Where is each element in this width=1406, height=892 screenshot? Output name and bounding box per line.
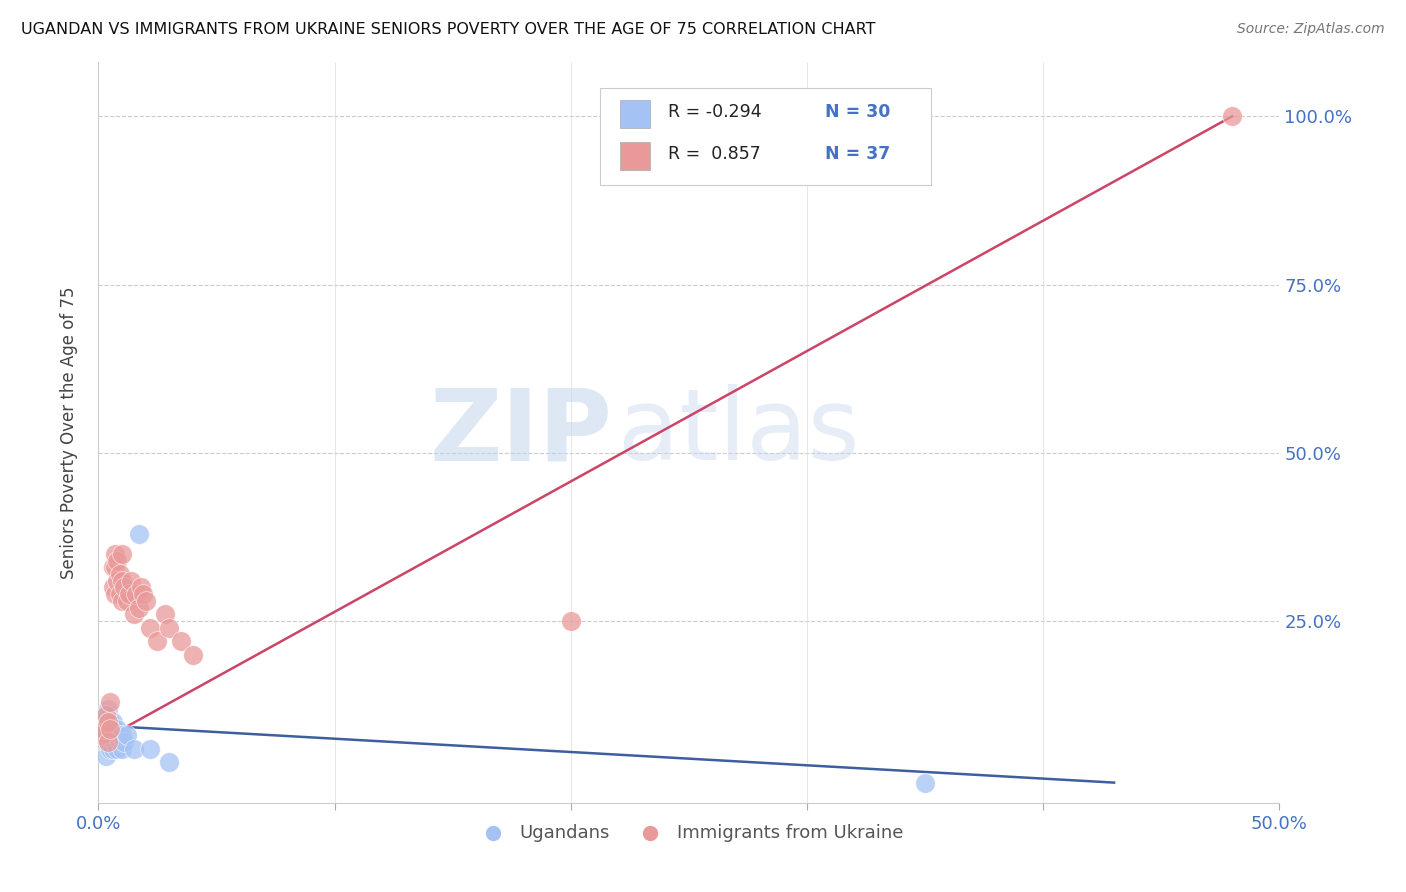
Point xyxy=(104,722,127,736)
FancyBboxPatch shape xyxy=(600,88,931,185)
Point xyxy=(153,607,176,622)
Point xyxy=(97,714,120,729)
Point xyxy=(111,729,134,743)
Point xyxy=(91,722,114,736)
Point xyxy=(101,581,124,595)
Point xyxy=(98,695,121,709)
Point xyxy=(104,735,127,749)
Point xyxy=(125,587,148,601)
Point xyxy=(91,708,114,723)
Point xyxy=(98,742,121,756)
Point xyxy=(104,547,127,561)
Point xyxy=(101,714,124,729)
Point xyxy=(1220,109,1243,123)
Point xyxy=(181,648,204,662)
Point xyxy=(94,735,117,749)
Text: N = 37: N = 37 xyxy=(825,145,890,162)
Point xyxy=(104,587,127,601)
Point xyxy=(146,634,169,648)
Point xyxy=(135,594,157,608)
Point xyxy=(105,722,128,736)
Y-axis label: Seniors Poverty Over the Age of 75: Seniors Poverty Over the Age of 75 xyxy=(59,286,77,579)
Point xyxy=(94,748,117,763)
Point xyxy=(98,722,121,736)
Point xyxy=(90,714,112,729)
Text: UGANDAN VS IMMIGRANTS FROM UKRAINE SENIORS POVERTY OVER THE AGE OF 75 CORRELATIO: UGANDAN VS IMMIGRANTS FROM UKRAINE SENIO… xyxy=(21,22,876,37)
Text: R =  0.857: R = 0.857 xyxy=(668,145,761,162)
Point xyxy=(101,729,124,743)
Point xyxy=(111,594,134,608)
Point xyxy=(111,742,134,756)
Point xyxy=(111,574,134,588)
Point xyxy=(129,581,152,595)
Point xyxy=(139,742,162,756)
Point xyxy=(170,634,193,648)
Point xyxy=(108,587,131,601)
Point xyxy=(97,735,120,749)
Point xyxy=(98,714,121,729)
Point xyxy=(121,574,143,588)
Point xyxy=(98,729,121,743)
Point xyxy=(97,701,120,715)
Point xyxy=(560,614,582,628)
Point xyxy=(94,708,117,723)
Point xyxy=(91,722,114,736)
Point xyxy=(101,560,124,574)
Point xyxy=(157,756,180,770)
Point xyxy=(132,587,155,601)
Point xyxy=(105,553,128,567)
Text: ZIP: ZIP xyxy=(429,384,612,481)
Point xyxy=(104,560,127,574)
Point xyxy=(105,574,128,588)
Point xyxy=(115,729,138,743)
Point xyxy=(97,735,120,749)
Point xyxy=(108,729,131,743)
Point xyxy=(101,742,124,756)
Point xyxy=(111,547,134,561)
Point xyxy=(139,621,162,635)
Text: Source: ZipAtlas.com: Source: ZipAtlas.com xyxy=(1237,22,1385,37)
Text: R = -0.294: R = -0.294 xyxy=(668,103,761,120)
Point xyxy=(122,742,145,756)
Point xyxy=(108,735,131,749)
Text: N = 30: N = 30 xyxy=(825,103,890,120)
Point xyxy=(112,581,135,595)
Point xyxy=(157,621,180,635)
Point xyxy=(90,729,112,743)
Point xyxy=(97,722,120,736)
Point xyxy=(914,775,936,789)
Point xyxy=(108,566,131,581)
Point xyxy=(128,526,150,541)
Legend: Ugandans, Immigrants from Ukraine: Ugandans, Immigrants from Ukraine xyxy=(467,817,911,849)
Point xyxy=(122,607,145,622)
Point xyxy=(118,587,141,601)
Text: atlas: atlas xyxy=(619,384,859,481)
Point xyxy=(128,600,150,615)
Point xyxy=(105,742,128,756)
Bar xyxy=(620,100,650,128)
Bar xyxy=(620,142,650,169)
Point xyxy=(115,594,138,608)
Point xyxy=(112,735,135,749)
Point xyxy=(90,729,112,743)
